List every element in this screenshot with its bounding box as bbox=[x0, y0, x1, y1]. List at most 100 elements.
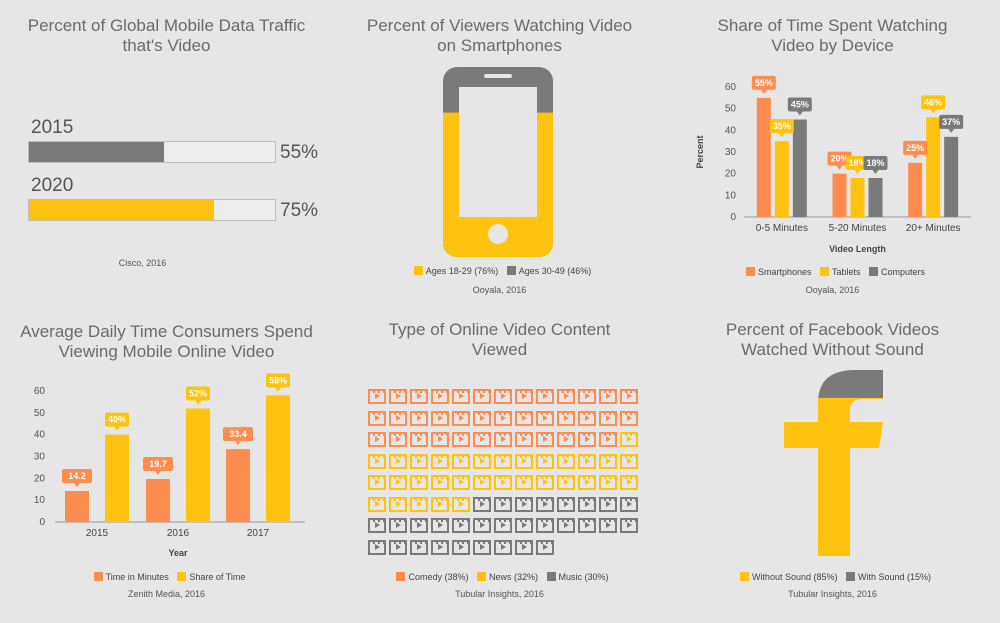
film-icon bbox=[599, 475, 617, 490]
film-icon bbox=[578, 410, 596, 426]
panel-mobile-data-traffic: Percent of Global Mobile Data Traffic th… bbox=[0, 0, 333, 311]
chart-title: Type of Online Video Content Viewed bbox=[388, 320, 611, 359]
legend-swatch bbox=[413, 266, 423, 275]
bar bbox=[226, 449, 250, 522]
film-icon bbox=[431, 496, 449, 512]
source-label: Cisco, 2016 bbox=[118, 258, 167, 268]
legend-swatch bbox=[819, 267, 829, 276]
y-tick-label: 40 bbox=[34, 430, 46, 441]
svg-text:35%: 35% bbox=[773, 121, 791, 131]
bar bbox=[944, 136, 959, 217]
panel-smartphone-viewers: Percent of Viewers Watching Video on Sma… bbox=[333, 0, 666, 311]
film-icon bbox=[431, 539, 449, 555]
film-icon bbox=[368, 432, 386, 447]
bar bbox=[756, 97, 771, 217]
device-bar-chart: 0 10 20 30 40 50 60 Percent 0-5 Minutes 55% 35% 45%… bbox=[695, 75, 971, 254]
film-icon bbox=[473, 410, 491, 426]
legend-label: With Sound (15%) bbox=[858, 572, 932, 582]
source-label: Tubular Insights, 2016 bbox=[455, 589, 544, 599]
film-icon bbox=[452, 410, 470, 426]
film-icon bbox=[389, 518, 407, 533]
film-icon bbox=[599, 453, 617, 469]
film-icon bbox=[599, 389, 617, 404]
film-icon bbox=[410, 539, 428, 555]
svg-text:37%: 37% bbox=[942, 117, 960, 127]
film-icon bbox=[578, 389, 596, 404]
film-icon bbox=[599, 410, 617, 426]
film-icon bbox=[557, 410, 575, 426]
data-label: 45% bbox=[787, 97, 812, 116]
bar bbox=[186, 408, 210, 522]
waffle-chart bbox=[368, 389, 648, 559]
year-label-2020: 2020 bbox=[31, 175, 74, 196]
bar bbox=[926, 117, 941, 217]
film-icon bbox=[368, 539, 386, 555]
film-icon bbox=[557, 453, 575, 469]
data-label: 52% bbox=[186, 386, 210, 405]
film-icon bbox=[410, 432, 428, 447]
svg-text:18%: 18% bbox=[848, 158, 866, 168]
chart-title: Percent of Viewers Watching Video on Sma… bbox=[366, 16, 633, 55]
film-icon bbox=[410, 453, 428, 469]
x-tick-label: 0-5 Minutes bbox=[756, 223, 808, 234]
bar bbox=[832, 173, 847, 217]
film-icon bbox=[536, 453, 554, 469]
film-icon bbox=[599, 496, 617, 512]
film-icon bbox=[578, 453, 596, 469]
bar bbox=[65, 490, 89, 522]
film-icon bbox=[557, 475, 575, 490]
film-icon bbox=[494, 410, 512, 426]
film-icon bbox=[578, 518, 596, 533]
film-icon bbox=[494, 389, 512, 404]
progress-bar-2015 bbox=[28, 141, 276, 163]
film-icon bbox=[473, 475, 491, 490]
chart-title: Percent of Facebook Videos Watched Witho… bbox=[725, 320, 940, 359]
film-icon bbox=[389, 432, 407, 447]
film-icon bbox=[515, 475, 533, 490]
y-tick-label: 10 bbox=[725, 190, 737, 201]
film-icon bbox=[515, 432, 533, 447]
film-icon bbox=[431, 453, 449, 469]
film-icon bbox=[578, 432, 596, 447]
film-icon bbox=[452, 432, 470, 447]
y-tick-label: 50 bbox=[725, 104, 737, 115]
film-icon bbox=[578, 475, 596, 490]
legend-label: Time in Minutes bbox=[105, 572, 169, 582]
film-icon bbox=[536, 410, 554, 426]
film-icon bbox=[368, 389, 386, 404]
film-icon bbox=[620, 518, 638, 533]
film-icon bbox=[473, 453, 491, 469]
legend: Ages 18-29 (76%) Ages 30-49 (46%) bbox=[333, 266, 666, 276]
film-icon bbox=[515, 539, 533, 555]
film-icon bbox=[389, 539, 407, 555]
film-icon bbox=[620, 475, 638, 490]
film-icon bbox=[410, 518, 428, 533]
legend-swatch bbox=[846, 572, 855, 581]
legend-label: Ages 30-49 (46%) bbox=[518, 266, 592, 276]
film-icon bbox=[452, 453, 470, 469]
film-icon bbox=[494, 496, 512, 512]
x-axis-title: Year bbox=[168, 548, 188, 558]
data-label: 37% bbox=[939, 114, 964, 133]
panel-content-types: Type of Online Video Content Viewed Come… bbox=[333, 311, 666, 622]
fb-gray-part bbox=[784, 370, 883, 398]
film-icon bbox=[431, 389, 449, 404]
svg-text:20%: 20% bbox=[830, 154, 848, 164]
value-label-2020: 75% bbox=[280, 200, 319, 221]
svg-text:58%: 58% bbox=[269, 375, 287, 385]
chart-title: Percent of Global Mobile Data Traffic th… bbox=[27, 16, 306, 55]
bar bbox=[105, 434, 129, 522]
film-icon bbox=[515, 453, 533, 469]
film-icon bbox=[557, 496, 575, 512]
y-tick-label: 10 bbox=[34, 495, 46, 506]
film-icon bbox=[536, 518, 554, 533]
legend-swatch bbox=[869, 267, 879, 276]
film-icon bbox=[410, 496, 428, 512]
film-icon bbox=[410, 475, 428, 490]
phone-screen bbox=[459, 87, 537, 217]
legend-swatch bbox=[506, 266, 516, 275]
film-icon bbox=[515, 518, 533, 533]
film-icon bbox=[473, 539, 491, 555]
data-label: 40% bbox=[105, 412, 129, 431]
film-icon bbox=[389, 453, 407, 469]
